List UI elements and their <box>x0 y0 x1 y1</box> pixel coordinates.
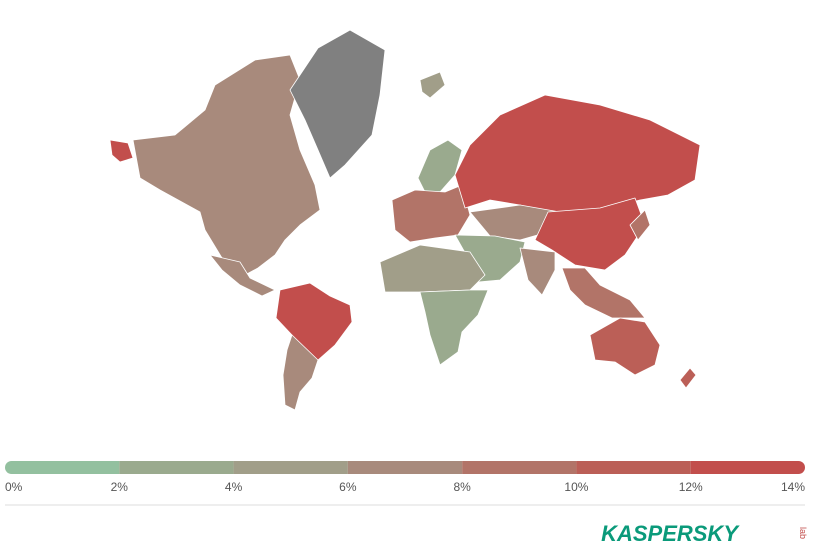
legend-tick-label: 10% <box>564 480 588 494</box>
australia <box>589 317 661 376</box>
logo: KASPERSKY <box>601 521 740 546</box>
china <box>534 197 646 271</box>
north-africa <box>379 244 486 293</box>
south-america-south <box>282 334 319 411</box>
legend-tick-label: 6% <box>339 480 357 494</box>
greenland <box>289 29 386 179</box>
world-map <box>109 29 701 411</box>
new-zealand <box>679 367 697 389</box>
legend-segment <box>119 461 234 474</box>
legend-segment <box>690 461 805 474</box>
legend-tick-label: 2% <box>111 480 129 494</box>
legend-segment <box>5 461 120 474</box>
legend-segment <box>233 461 348 474</box>
legend-segment <box>462 461 577 474</box>
legend-tick-label: 0% <box>5 480 23 494</box>
legend-tick-label: 4% <box>225 480 243 494</box>
legend-segment <box>347 461 463 474</box>
legend-tick-label: 8% <box>453 480 471 494</box>
legend-bar <box>5 461 805 474</box>
north-america <box>132 54 321 276</box>
central-africa <box>419 289 489 366</box>
japan <box>629 209 651 241</box>
legend-tick-label: 12% <box>679 480 703 494</box>
southeast-asia <box>561 267 646 319</box>
alaska <box>109 139 134 163</box>
legend-tick-label: 14% <box>781 480 805 494</box>
mexico <box>209 254 276 297</box>
russia <box>454 94 701 216</box>
europe <box>391 184 471 243</box>
india <box>519 247 556 296</box>
scandinavia <box>417 139 463 193</box>
logo-sub: lab <box>798 527 808 539</box>
iceland <box>419 71 446 99</box>
legend-segment <box>576 461 691 474</box>
